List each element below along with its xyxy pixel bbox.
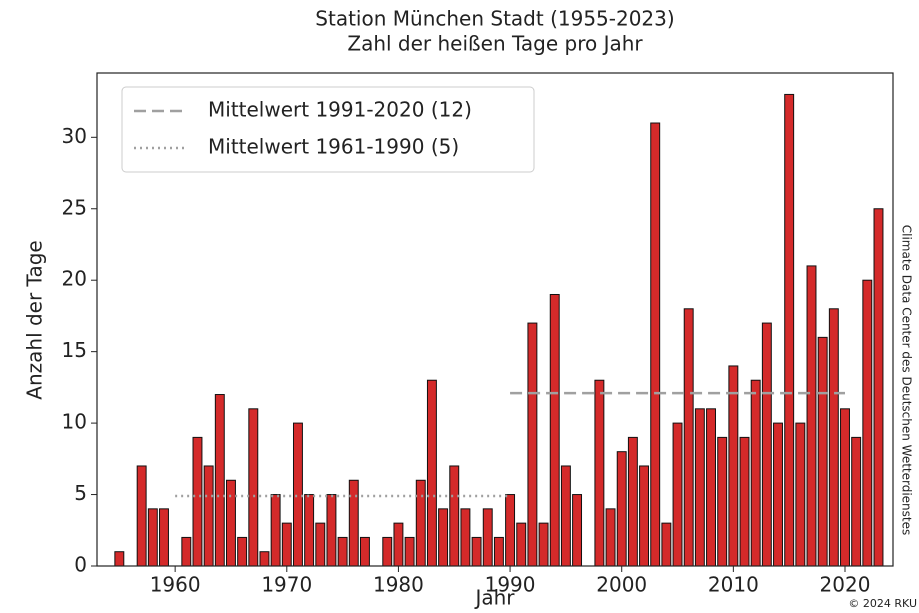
bar <box>594 379 605 567</box>
bar <box>136 465 147 567</box>
bar <box>426 379 437 567</box>
bar <box>382 536 393 567</box>
bar <box>438 508 449 567</box>
bar <box>114 551 125 567</box>
bar <box>873 208 884 567</box>
bar <box>739 436 750 567</box>
bar <box>304 494 315 567</box>
bar <box>159 508 169 567</box>
bar <box>337 536 348 567</box>
bar <box>560 465 571 567</box>
bar <box>851 436 862 567</box>
legend-label: Mittelwert 1991-2020 (12) <box>208 98 472 122</box>
bar <box>237 536 248 567</box>
bar <box>181 536 192 567</box>
bar <box>292 422 303 567</box>
bar <box>471 536 482 567</box>
bar <box>605 508 616 567</box>
y-tick-label: 5 <box>74 481 87 505</box>
y-tick-label: 10 <box>62 410 87 434</box>
bar <box>717 436 728 567</box>
x-tick-label: 1960 <box>150 573 201 597</box>
x-axis-label: Jahr <box>473 586 515 610</box>
bar <box>315 522 326 567</box>
bar <box>639 465 650 567</box>
bar <box>248 408 259 567</box>
bar <box>862 279 873 567</box>
bar <box>784 93 795 567</box>
bar <box>326 494 337 567</box>
bar <box>449 465 460 567</box>
bar <box>259 551 270 567</box>
credit: © 2024 RKU <box>848 597 917 610</box>
y-tick-label: 0 <box>74 553 87 577</box>
bar <box>270 494 281 567</box>
chart-subtitle: Zahl der heißen Tage pro Jahr <box>347 32 643 56</box>
legend-label: Mittelwert 1961-1990 (5) <box>208 135 459 159</box>
bar <box>147 508 158 567</box>
y-tick-label: 25 <box>62 195 87 219</box>
bar <box>516 522 527 567</box>
legend-box <box>121 86 535 173</box>
bar <box>661 522 672 567</box>
bar <box>203 465 214 567</box>
chart-title: Station München Stadt (1955-2023) <box>315 7 674 31</box>
plot-frame <box>96 72 894 567</box>
bar <box>493 536 504 567</box>
bar <box>706 408 716 567</box>
bar <box>404 536 415 567</box>
x-tick-label: 1970 <box>261 573 312 597</box>
x-tick-label: 2010 <box>708 573 759 597</box>
bar <box>672 422 683 567</box>
bar <box>806 265 817 567</box>
bar <box>482 508 493 567</box>
bar <box>728 365 739 567</box>
bar <box>538 522 549 567</box>
bar <box>817 336 828 567</box>
bar <box>773 422 783 567</box>
side-note: Climate Data Center des Deutschen Wetter… <box>900 225 914 536</box>
x-tick-label: 2000 <box>596 573 647 597</box>
y-axis-label: Anzahl der Tage <box>23 240 47 399</box>
bar <box>840 408 850 567</box>
bar <box>761 322 772 567</box>
y-tick-label: 30 <box>62 124 87 148</box>
bar <box>359 536 370 567</box>
bar <box>795 422 806 567</box>
bar <box>505 494 516 567</box>
x-tick-label: 1980 <box>373 573 424 597</box>
x-tick-label: 1990 <box>485 573 536 597</box>
bar <box>393 522 404 567</box>
bar <box>616 451 627 567</box>
y-tick-label: 15 <box>62 338 87 362</box>
bar <box>281 522 292 567</box>
bar <box>415 479 426 567</box>
y-tick-label: 20 <box>62 267 87 291</box>
x-tick-label: 2020 <box>820 573 871 597</box>
bar <box>572 494 583 567</box>
bar <box>460 508 471 567</box>
bar <box>527 322 538 567</box>
bar <box>694 408 705 567</box>
bar <box>627 436 638 567</box>
bar <box>549 293 560 567</box>
bar <box>226 479 236 567</box>
bar <box>348 479 359 567</box>
bar <box>828 308 839 567</box>
bar <box>650 122 661 567</box>
bar <box>750 379 761 567</box>
bar <box>214 394 225 567</box>
bar <box>192 436 203 567</box>
bar <box>683 308 694 567</box>
